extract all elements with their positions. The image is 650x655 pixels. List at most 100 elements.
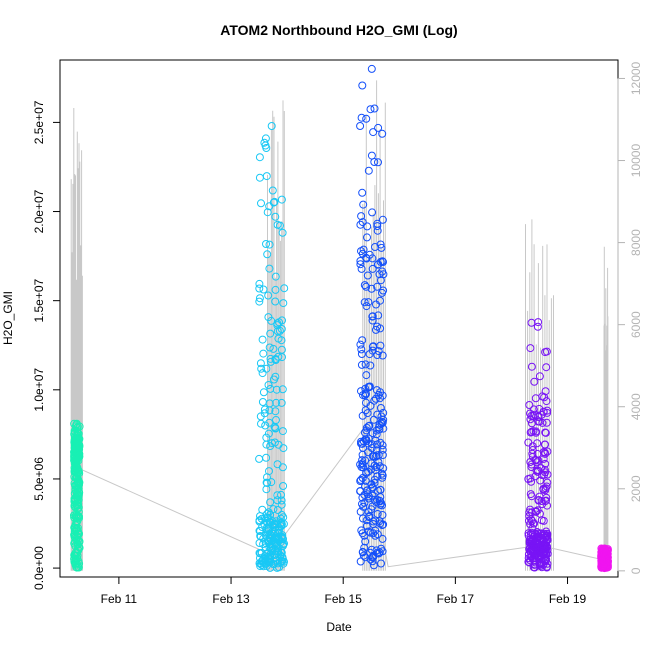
data-point: [255, 173, 264, 182]
y-left-tick-label: 2.5e+07: [32, 100, 46, 144]
data-point: [367, 545, 376, 554]
data-point: [271, 355, 280, 363]
data-point: [277, 195, 286, 204]
data-point: [267, 122, 276, 130]
data-point: [265, 240, 274, 249]
data-point: [270, 519, 279, 528]
data-point: [526, 552, 535, 561]
data-point: [278, 427, 287, 436]
data-point: [379, 408, 388, 417]
data-point: [266, 498, 275, 507]
y-left-tick-label: 1.5e+07: [32, 278, 46, 322]
data-point: [535, 560, 544, 569]
data-point: [260, 409, 269, 418]
data-point: [362, 114, 371, 123]
data-point: [534, 417, 543, 426]
data-point: [360, 543, 369, 552]
data-point: [543, 532, 552, 541]
data-point: [258, 369, 267, 378]
data-point: [372, 426, 381, 435]
data-point: [378, 288, 386, 297]
data-point: [376, 493, 385, 502]
data-point: [377, 499, 386, 508]
data-point: [73, 512, 82, 521]
data-point: [373, 351, 382, 359]
data-point: [376, 240, 385, 249]
data-point: [356, 487, 365, 496]
x-tick-label: Feb 13: [212, 592, 250, 606]
data-point: [273, 563, 282, 572]
x-tick-label: Feb 11: [101, 592, 138, 606]
data-point: [271, 424, 280, 433]
data-point: [71, 465, 80, 474]
data-point: [71, 437, 80, 446]
data-point: [373, 222, 382, 231]
y-left-tick-label: 0.0e+00: [32, 546, 46, 590]
data-point: [533, 449, 542, 458]
data-point: [360, 428, 369, 437]
data-point: [266, 384, 275, 393]
data-point: [262, 433, 271, 442]
data-point: [70, 532, 79, 541]
data-point: [276, 221, 284, 230]
data-point: [378, 351, 387, 360]
data-point: [527, 362, 536, 371]
data-point: [376, 341, 385, 350]
data-point: [277, 500, 286, 509]
data-point: [361, 406, 370, 415]
data-point: [526, 490, 535, 499]
data-point: [524, 438, 533, 447]
data-point: [378, 215, 387, 224]
data-point: [265, 343, 274, 352]
data-point: [267, 478, 276, 487]
data-point: [255, 153, 264, 162]
data-point: [527, 463, 536, 471]
data-point: [542, 397, 551, 406]
data-point: [363, 233, 371, 242]
data-point: [600, 549, 609, 558]
data-point: [376, 388, 385, 397]
data-point: [530, 538, 539, 547]
data-point: [534, 548, 543, 557]
data-point: [379, 520, 388, 529]
data-point: [264, 291, 273, 300]
data-point: [364, 508, 373, 517]
y-axis-left: 0.0e+00 5.0e+06 1.0e+07 1.5e+07 2.0e+07 2.5e+…: [32, 100, 61, 590]
data-point: [378, 445, 387, 454]
data-point: [373, 440, 382, 449]
data-point: [374, 451, 383, 459]
data-point: [277, 325, 286, 333]
data-point: [263, 473, 271, 482]
data-point: [533, 439, 542, 448]
data-points-group: [70, 64, 612, 573]
data-point: [362, 254, 371, 263]
data-point: [278, 557, 287, 566]
data-point: [374, 311, 383, 320]
data-point: [273, 496, 282, 505]
y-left-tick-label: 2.0e+07: [32, 189, 46, 233]
data-point: [537, 533, 546, 542]
data-point: [543, 408, 552, 417]
data-point: [371, 325, 380, 334]
data-point: [365, 382, 374, 391]
data-point: [600, 544, 609, 553]
data-point: [358, 439, 367, 448]
data-point: [524, 557, 533, 566]
data-point: [263, 528, 272, 537]
data-point: [263, 250, 272, 259]
data-point: [527, 460, 536, 469]
data-point: [368, 491, 377, 500]
data-point: [535, 492, 544, 501]
data-point: [360, 281, 369, 290]
data-point: [273, 460, 282, 469]
data-point: [541, 440, 549, 449]
data-point: [367, 284, 376, 293]
data-point: [273, 506, 282, 514]
data-point: [71, 559, 80, 568]
data-point: [365, 513, 373, 521]
data-point: [357, 526, 366, 535]
data-point: [71, 485, 80, 494]
data-point: [364, 298, 373, 307]
data-point: [527, 508, 536, 517]
